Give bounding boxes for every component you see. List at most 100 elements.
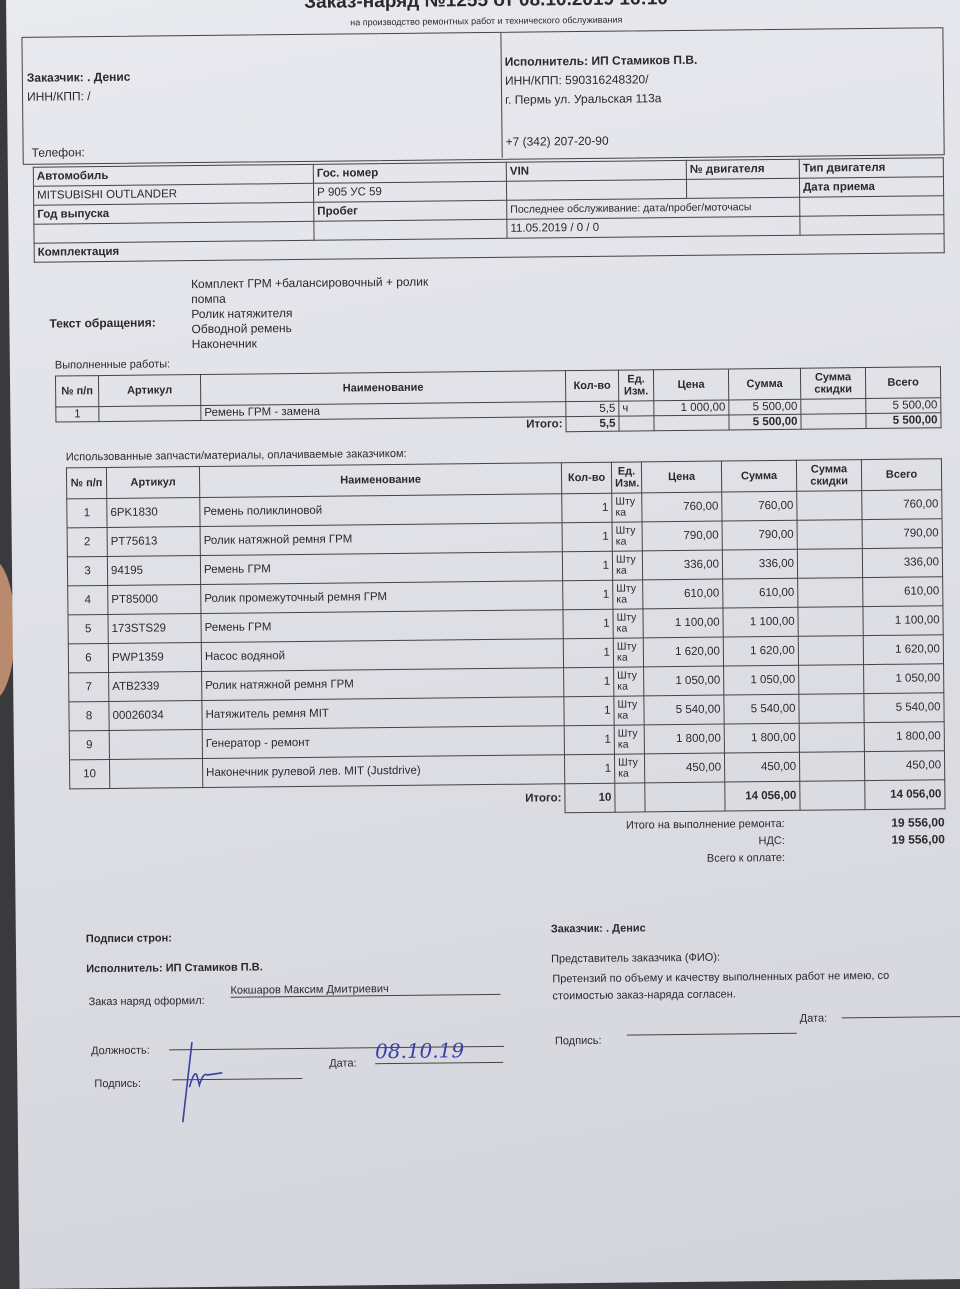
cell-discount xyxy=(797,548,863,579)
cell-name: Ремень поликлиновой xyxy=(199,493,563,527)
customer-sign-label: Подпись: xyxy=(554,1034,602,1048)
customer-rep-label: Представитель заказчика (ФИО): xyxy=(551,951,721,966)
engine-no-label: № двигателя xyxy=(686,159,800,180)
cell-name: Ролик промежуточный ремня ГРМ xyxy=(200,580,563,614)
cell-total: 5 500,00 xyxy=(865,397,941,414)
cell-unit: Штука xyxy=(614,753,645,784)
cell-price: 760,00 xyxy=(641,492,723,522)
handwritten-signature xyxy=(182,1042,223,1123)
total-discount xyxy=(800,413,867,430)
cell-sum: 5 540,00 xyxy=(723,694,800,725)
cell-qty: 1 xyxy=(561,493,613,523)
cell-discount xyxy=(798,635,864,666)
cell-total: 1 050,00 xyxy=(863,663,944,694)
contractor-name: Исполнитель: ИП Стамиков П.В. xyxy=(504,52,698,69)
cell-price: 1 100,00 xyxy=(642,608,724,638)
cell-price: 450,00 xyxy=(644,753,725,783)
cell-unit: Штука xyxy=(613,666,644,697)
total-label: Итого: xyxy=(525,792,562,805)
handwritten-date: 08.10.19 xyxy=(374,1037,504,1065)
column-header-unit: Ед. Изм. xyxy=(611,461,642,494)
cell-article: PWP1359 xyxy=(108,642,202,673)
cell-unit: Штука xyxy=(612,550,643,581)
works-table: № п/п Артикул Наименование Кол-во Ед. Изм. Це… xyxy=(55,366,942,437)
request-label: Текст обращения: xyxy=(49,315,156,331)
finger xyxy=(0,560,15,700)
total-all: 5 500,00 xyxy=(865,412,942,429)
cell-total: 450,00 xyxy=(864,750,945,781)
cell-price: 1 000,00 xyxy=(653,399,729,416)
cell-unit: Штука xyxy=(611,492,643,523)
column-header-article: Артикул xyxy=(98,374,201,407)
cell-sum: 1 100,00 xyxy=(722,607,799,638)
issued-by-name: Кокшаров Максим Дмитриевич xyxy=(230,981,501,998)
cell-discount xyxy=(799,751,865,782)
customer-sign-line xyxy=(626,1022,797,1036)
total-unit xyxy=(614,782,646,813)
cell-price: 790,00 xyxy=(642,521,723,551)
vehicle-table: Автомобиль Гос. номер VIN № двигателя Тип дв… xyxy=(33,157,945,263)
column-header-discount: Сумма скидки xyxy=(796,459,862,492)
cell-discount xyxy=(797,606,864,637)
column-header-sum: Сумма xyxy=(728,368,801,400)
cell-name: Наконечник рулевой лев. MIT (Justdrive) xyxy=(202,754,565,788)
total-price xyxy=(644,782,726,812)
works-section: Выполненные работы: № п/п Артикул Наименов… xyxy=(55,349,942,437)
total-qty: 10 xyxy=(564,783,616,813)
contractor-address: г. Пермь ул. Уральская 113а xyxy=(505,91,662,107)
cell-sum: 1 800,00 xyxy=(724,723,800,754)
cell-discount xyxy=(796,490,863,521)
cell-article: 94195 xyxy=(107,555,201,586)
cell-name: Ролик натяжной ремня ГРМ xyxy=(200,522,563,556)
repair-total-value: 19 556,00 xyxy=(891,815,945,830)
cell-sum: 1 050,00 xyxy=(723,665,799,696)
cell-qty: 1 xyxy=(563,696,615,726)
cell-sum: 790,00 xyxy=(722,520,798,551)
cell-unit: Штука xyxy=(612,521,643,552)
plate-number: Р 905 УС 59 xyxy=(313,181,507,203)
cell-sum: 760,00 xyxy=(721,491,798,522)
cell-sum: 1 620,00 xyxy=(723,636,799,667)
column-header-article: Артикул xyxy=(106,466,200,499)
customer-date-line xyxy=(841,1005,960,1019)
total-all: 14 056,00 xyxy=(864,779,946,810)
cell-qty: 1 xyxy=(564,754,615,784)
date-received-label: Дата приема xyxy=(799,176,944,198)
date-label: Дата: xyxy=(329,1057,357,1070)
column-header-discount: Сумма скидки xyxy=(800,367,866,400)
request-line: Наконечник xyxy=(191,336,257,352)
cell-name: Ремень ГРМ xyxy=(200,609,564,643)
cell-name: Насос водяной xyxy=(201,638,564,672)
parts-table: № п/п Артикул Наименование Кол-во Ед. Изм. Це… xyxy=(66,458,946,818)
cell-total: 1 100,00 xyxy=(862,605,944,636)
claim-text-1: Претензий по объему и качеству выполненн… xyxy=(552,969,890,986)
cell-qty: 1 xyxy=(562,580,613,610)
engine-type-label: Тип двигателя xyxy=(799,157,944,179)
cell-no: 5 xyxy=(67,614,109,644)
cell-article: 173STS29 xyxy=(107,613,202,644)
contractor-inn: ИНН/КПП: 590316248320/ xyxy=(504,72,649,88)
cell-discount xyxy=(797,519,863,550)
column-header-total: Всего xyxy=(865,366,941,399)
column-header-total: Всего xyxy=(861,458,942,491)
total-qty: 5,5 xyxy=(565,416,620,432)
request-text: Комплект ГРМ +балансировочный + ролик по… xyxy=(191,275,429,352)
cell-discount xyxy=(798,664,864,695)
cell-no: 9 xyxy=(69,730,110,760)
contractor-phone: +7 (342) 207-20-90 xyxy=(505,133,609,149)
cell-discount xyxy=(797,577,863,608)
cell-qty: 1 xyxy=(562,522,613,552)
cell-price: 1 050,00 xyxy=(643,666,724,696)
vin-label: VIN xyxy=(506,160,687,182)
cell-sum: 450,00 xyxy=(724,752,800,783)
cell-no: 1 xyxy=(66,498,108,528)
column-header-no: № п/п xyxy=(55,375,99,408)
cell-article: 00026034 xyxy=(108,700,203,731)
column-header-qty: Кол-во xyxy=(561,462,612,494)
signatures-title: Подписи строн: xyxy=(85,932,172,946)
cell-price: 1 800,00 xyxy=(644,724,725,754)
cell-name: Ремень ГРМ xyxy=(200,551,563,585)
claim-text-2: стоимостью заказ-наряда согласен. xyxy=(552,988,736,1003)
cell-article: PT75613 xyxy=(107,526,201,557)
column-header-unit: Ед. Изм. xyxy=(618,369,654,402)
